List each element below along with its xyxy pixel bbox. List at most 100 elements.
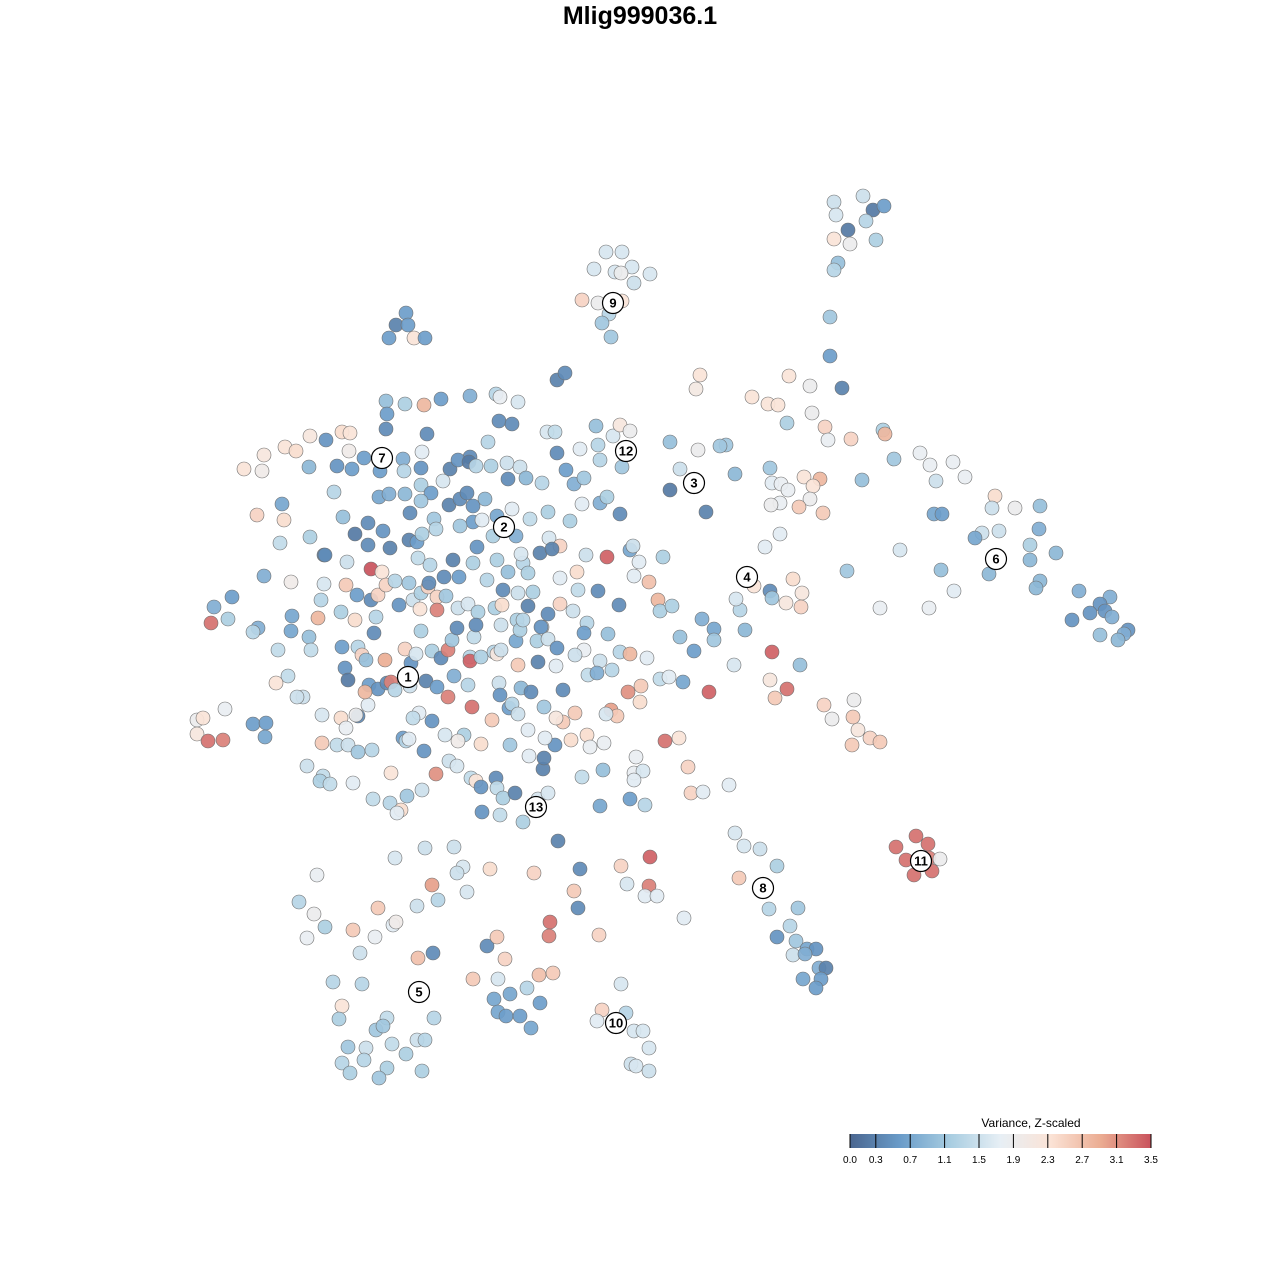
data-point <box>446 839 462 855</box>
data-point <box>382 540 398 556</box>
data-point <box>486 991 502 1007</box>
data-point <box>314 707 330 723</box>
data-point <box>762 672 778 688</box>
data-point <box>482 861 498 877</box>
data-point <box>493 617 509 633</box>
data-point <box>613 976 629 992</box>
data-point <box>410 950 426 966</box>
data-point <box>340 672 356 688</box>
data-point <box>547 737 563 753</box>
data-point <box>490 971 506 987</box>
data-point <box>389 805 405 821</box>
data-point <box>842 236 858 252</box>
data-point <box>413 460 429 476</box>
data-point <box>515 612 531 628</box>
data-point <box>365 791 381 807</box>
data-point <box>375 523 391 539</box>
data-point <box>872 600 888 616</box>
data-point <box>421 575 437 591</box>
data-point <box>1082 605 1098 621</box>
data-point <box>452 518 468 534</box>
data-point <box>494 597 510 613</box>
data-point <box>436 569 452 585</box>
data-point <box>381 330 397 346</box>
data-point <box>334 1055 350 1071</box>
cluster-label-1: 1 <box>396 665 420 689</box>
data-point <box>805 478 821 494</box>
data-point <box>314 735 330 751</box>
data-point <box>877 426 893 442</box>
data-point <box>790 900 806 916</box>
data-point <box>1104 609 1120 625</box>
data-point <box>379 406 395 422</box>
data-point <box>283 574 299 590</box>
data-point <box>283 623 299 639</box>
data-point <box>217 701 233 717</box>
data-point <box>839 563 855 579</box>
data-point <box>391 597 407 613</box>
data-point <box>399 788 415 804</box>
data-point <box>534 475 550 491</box>
data-point <box>764 644 780 660</box>
data-point <box>946 583 962 599</box>
data-point <box>510 657 526 673</box>
data-point <box>523 684 539 700</box>
data-point <box>576 625 592 641</box>
data-point <box>329 458 345 474</box>
data-point <box>504 416 520 432</box>
data-point <box>686 643 702 659</box>
data-point <box>531 967 547 983</box>
data-point <box>364 742 380 758</box>
data-point <box>274 496 290 512</box>
data-point <box>752 841 768 857</box>
data-point <box>256 447 272 463</box>
data-point <box>451 569 467 585</box>
data-point <box>1092 627 1108 643</box>
data-point <box>544 541 560 557</box>
data-point <box>276 512 292 528</box>
data-point <box>592 452 608 468</box>
data-point <box>808 980 824 996</box>
data-point <box>344 461 360 477</box>
data-point <box>521 748 537 764</box>
data-point <box>518 470 534 486</box>
data-point <box>804 405 820 421</box>
data-point <box>569 564 585 580</box>
data-point <box>381 486 397 502</box>
cluster-label-text: 10 <box>609 1016 623 1031</box>
data-point <box>500 471 516 487</box>
data-point <box>333 604 349 620</box>
data-point <box>599 489 615 505</box>
data-point <box>331 1011 347 1027</box>
data-point <box>367 929 383 945</box>
data-point <box>846 692 862 708</box>
cluster-label-marker <box>407 980 431 1004</box>
cluster-label-text: 8 <box>759 881 766 896</box>
data-point <box>540 504 556 520</box>
data-point <box>625 538 641 554</box>
cluster-label-5: 5 <box>407 980 431 1004</box>
data-point <box>428 766 444 782</box>
data-point <box>256 568 272 584</box>
data-point <box>843 431 859 447</box>
data-point <box>728 591 744 607</box>
data-point <box>770 397 786 413</box>
data-point <box>426 1010 442 1026</box>
data-point <box>632 694 648 710</box>
data-point <box>780 482 796 498</box>
data-point <box>591 927 607 943</box>
data-point <box>495 582 511 598</box>
data-point <box>557 365 573 381</box>
data-point <box>356 450 372 466</box>
data-point <box>270 642 286 658</box>
data-point <box>664 598 680 614</box>
data-point <box>474 804 490 820</box>
cluster-label-marker <box>735 565 759 589</box>
data-point <box>558 462 574 478</box>
data-point <box>642 266 658 282</box>
data-point <box>815 505 831 521</box>
data-point <box>510 585 526 601</box>
data-point <box>574 496 590 512</box>
data-point <box>357 684 373 700</box>
data-point <box>675 674 691 690</box>
